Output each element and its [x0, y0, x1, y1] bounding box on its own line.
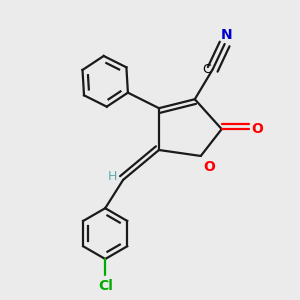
Text: Cl: Cl — [98, 279, 112, 293]
Text: O: O — [204, 160, 216, 175]
Text: O: O — [251, 122, 263, 136]
Text: N: N — [220, 28, 232, 42]
Text: C: C — [202, 63, 211, 76]
Text: H: H — [108, 170, 117, 183]
